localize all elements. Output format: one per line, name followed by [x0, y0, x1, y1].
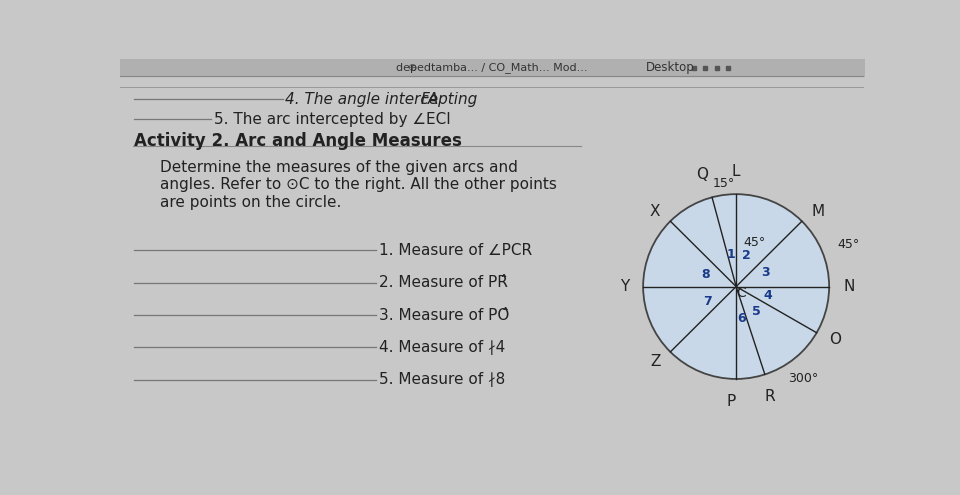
Text: Z: Z [650, 354, 660, 369]
Text: Desktop: Desktop [646, 61, 695, 74]
Text: 8: 8 [702, 268, 710, 281]
Text: 4. Measure of ∤4: 4. Measure of ∤4 [379, 340, 505, 355]
Text: N: N [843, 279, 854, 294]
Text: 6: 6 [737, 312, 746, 325]
Circle shape [643, 194, 829, 379]
Text: L: L [732, 164, 740, 179]
Text: Q: Q [696, 167, 708, 183]
Text: Activity 2. Arc and Angle Measures: Activity 2. Arc and Angle Measures [134, 132, 462, 150]
Text: depedtamba... / CO_Math... Mod...: depedtamba... / CO_Math... Mod... [396, 62, 588, 73]
Text: O: O [828, 332, 841, 347]
Text: 5. Measure of ∤8: 5. Measure of ∤8 [379, 372, 505, 387]
Text: angles. Refer to ⊙C to the right. All the other points: angles. Refer to ⊙C to the right. All th… [160, 177, 557, 193]
Text: 5. The arc intercepted by ∠ECI: 5. The arc intercepted by ∠ECI [214, 112, 450, 127]
Text: 45°: 45° [743, 236, 766, 248]
Text: 3: 3 [761, 266, 770, 279]
Text: are points on the circle.: are points on the circle. [160, 195, 342, 210]
Text: 3. Measure of PÔ: 3. Measure of PÔ [379, 307, 509, 323]
Text: 2: 2 [742, 249, 751, 262]
Text: 5: 5 [753, 305, 761, 318]
Text: 4: 4 [763, 289, 772, 302]
Text: R: R [764, 389, 775, 404]
Text: Y: Y [620, 279, 629, 294]
Text: FA: FA [420, 92, 439, 107]
Text: 300°: 300° [788, 372, 819, 386]
Text: 7: 7 [703, 295, 711, 308]
Text: 4. The angle intercepting: 4. The angle intercepting [285, 92, 482, 107]
Text: X: X [650, 204, 660, 219]
Text: 15°: 15° [712, 177, 734, 191]
Text: 45°: 45° [837, 238, 860, 251]
Text: Determine the measures of the given arcs and: Determine the measures of the given arcs… [160, 160, 518, 175]
Text: 1. Measure of ∠PCR: 1. Measure of ∠PCR [379, 243, 532, 258]
Text: 2. Measure of PR̂: 2. Measure of PR̂ [379, 275, 508, 290]
Text: M: M [812, 204, 825, 219]
Text: P: P [727, 395, 736, 409]
Text: 1: 1 [726, 248, 734, 261]
Text: ⊕: ⊕ [408, 63, 418, 73]
Text: C: C [736, 286, 747, 299]
